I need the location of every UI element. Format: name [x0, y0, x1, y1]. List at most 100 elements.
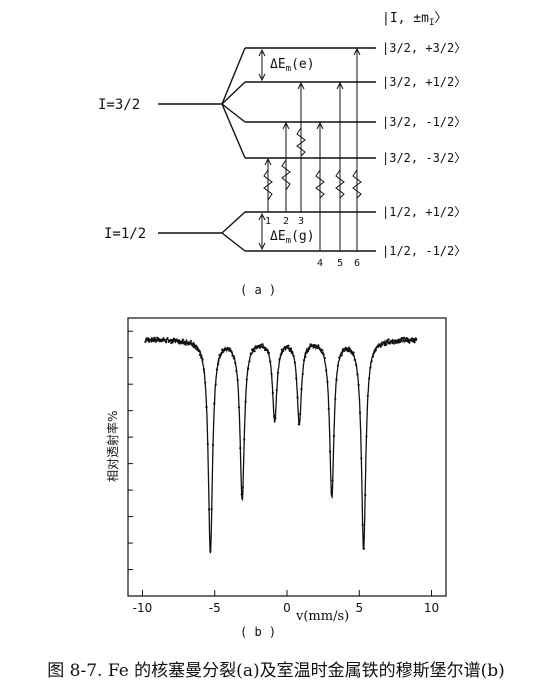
- spectrum-point: [399, 340, 402, 343]
- spectrum-point: [266, 349, 269, 352]
- lower-level-label: I=1/2: [104, 226, 146, 242]
- spectrum-point: [262, 345, 265, 349]
- spectrum-point: [150, 337, 153, 340]
- spectrum-point: [275, 388, 278, 392]
- spectrum-point: [379, 345, 382, 348]
- spectrum-point: [305, 351, 308, 354]
- spectrum-point: [219, 353, 222, 356]
- spectrum-point: [197, 349, 200, 353]
- spectrum-point: [247, 367, 250, 371]
- spectrum-point: [248, 360, 251, 363]
- spectrum-point: [306, 350, 310, 353]
- spectrum-point: [362, 547, 365, 550]
- spectrum-point: [289, 347, 293, 350]
- transition-label-1: 1: [265, 216, 271, 227]
- spectrum-point: [227, 347, 230, 350]
- spectrum-point: [237, 406, 241, 409]
- state-label-3-2-minus-1-2: |3/2, -1/2〉: [382, 115, 466, 129]
- spectrum-point: [202, 368, 205, 371]
- spectrum-point: [370, 360, 373, 363]
- spectrum-point: [236, 378, 239, 381]
- spectrum-point: [222, 350, 225, 353]
- spectrum-point: [168, 339, 172, 342]
- spectrum-point: [358, 411, 362, 414]
- x-tick-label: 10: [424, 601, 439, 615]
- spectrum-point: [331, 479, 334, 482]
- spectrum-point: [327, 407, 330, 410]
- transition-label-5: 5: [337, 258, 343, 269]
- spectrum-point: [207, 508, 211, 511]
- spectrum-point: [360, 457, 363, 460]
- spectrum-point: [270, 372, 273, 376]
- spectrum-point: [407, 338, 410, 341]
- spectrum-point: [388, 342, 392, 345]
- x-tick-label: 5: [355, 601, 363, 615]
- spectrum-point: [278, 358, 281, 361]
- x-tick-labels: -10 -5 0 5 10: [133, 601, 440, 615]
- figure-caption: 图 8-7. Fe 的核塞曼分裂(a)及室温时金属铁的穆斯堡尔谱(b): [47, 661, 505, 681]
- spectrum-point: [340, 354, 343, 357]
- spectrum-point: [213, 402, 216, 405]
- y-ticks: [128, 330, 133, 597]
- spectrum-point: [267, 351, 271, 355]
- spectrum-point: [185, 342, 189, 345]
- spectrum-point: [163, 339, 166, 342]
- spectrum-point: [349, 349, 352, 352]
- spectrum-point: [279, 353, 282, 357]
- spectrum-point: [378, 343, 381, 346]
- spectrum-point: [410, 337, 414, 340]
- spectrum-point: [215, 368, 218, 371]
- spectrum-point: [234, 361, 237, 364]
- spectrum-point: [322, 353, 325, 356]
- spectrum-point: [352, 351, 355, 354]
- delta-e-ground-label: ΔEm(g): [270, 229, 315, 246]
- spectrum-point: [253, 349, 256, 353]
- transition-label-3: 3: [298, 216, 304, 227]
- spectrum-point: [200, 356, 203, 359]
- delta-e-excited-label: ΔEm(e): [270, 57, 315, 74]
- spectrum-point: [282, 349, 285, 353]
- spectrum-point: [369, 366, 372, 369]
- y-axis-label: 相对透射率%: [105, 411, 120, 482]
- spectrum-point: [162, 337, 165, 340]
- spectrum-point: [326, 380, 329, 384]
- spectrum-point: [180, 342, 183, 345]
- spectrum-point: [181, 338, 185, 341]
- spectrum-point: [317, 344, 320, 347]
- spectrum-point: [357, 383, 360, 386]
- x-axis-label: v(mm/s): [295, 609, 349, 624]
- spectrum-point: [157, 337, 160, 340]
- spectrum-point: [332, 434, 336, 437]
- spectrum-point: [338, 356, 341, 359]
- spectrum-point: [356, 373, 359, 376]
- spectrum-point: [293, 361, 297, 364]
- spectrum-point: [211, 443, 215, 447]
- spectrum-point: [241, 486, 245, 489]
- spectrum-point: [245, 378, 248, 381]
- spectrum-points: [144, 336, 418, 553]
- spectrum-point: [243, 438, 246, 441]
- transition-label-4: 4: [317, 258, 323, 269]
- energy-level-diagram: |I, ±mI〉: [158, 11, 447, 252]
- spectrum-point: [154, 340, 157, 343]
- spectrum-point: [341, 348, 345, 351]
- spectrum-point: [152, 339, 155, 343]
- x-tick-label: 0: [283, 601, 291, 615]
- state-label-3-2-plus-1-2: |3/2, +1/2〉: [382, 75, 466, 89]
- spectrum-point: [295, 377, 298, 380]
- spectrum-point: [146, 337, 150, 340]
- spectrum-point: [271, 391, 274, 395]
- spectrum-point: [328, 450, 332, 453]
- spectrum-chart: -10 -5 0 5 10: [127, 317, 447, 615]
- spectrum-point: [165, 341, 168, 344]
- x-tick-label: -10: [133, 601, 153, 615]
- spectrum-point: [365, 435, 368, 438]
- spectrum-point: [318, 347, 321, 350]
- spectrum-point: [302, 358, 306, 362]
- spectrum-point: [235, 370, 238, 373]
- spectrum-point: [221, 348, 224, 351]
- upper-level-label: I=3/2: [98, 97, 140, 113]
- spectrum-point: [188, 341, 191, 345]
- spectrum-point: [166, 337, 169, 340]
- spectrum-point: [364, 494, 367, 497]
